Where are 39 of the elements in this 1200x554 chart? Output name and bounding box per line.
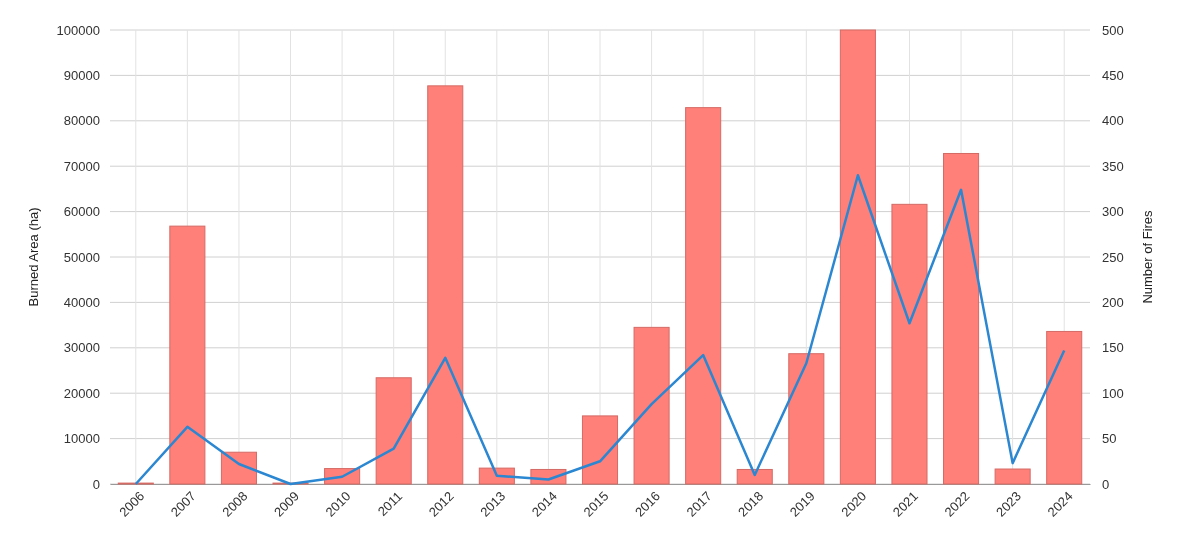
y2-tick-label: 450 bbox=[1102, 68, 1124, 84]
bar bbox=[220, 451, 257, 485]
bar bbox=[685, 107, 722, 485]
y-tick-label: 30000 bbox=[63, 340, 100, 356]
y2-tick-label: 150 bbox=[1102, 340, 1124, 356]
y-tick-label: 70000 bbox=[63, 158, 100, 174]
y-tick-label: 50000 bbox=[63, 249, 100, 265]
y2-tick-label: 0 bbox=[1102, 476, 1110, 492]
bar bbox=[736, 468, 773, 485]
y2-tick-label: 250 bbox=[1102, 249, 1124, 265]
y2-tick-label: 50 bbox=[1102, 431, 1117, 447]
y-tick-label: 60000 bbox=[63, 204, 100, 220]
bar bbox=[633, 326, 670, 485]
y2-tick-label: 300 bbox=[1102, 204, 1124, 220]
y2-tick-label: 350 bbox=[1102, 158, 1124, 174]
y-tick-label: 20000 bbox=[63, 385, 100, 401]
y2-tick-label: 400 bbox=[1102, 113, 1124, 129]
y2-axis-title: Number of Fires bbox=[1140, 209, 1155, 304]
bar bbox=[427, 85, 464, 485]
bar bbox=[788, 353, 825, 485]
bar bbox=[891, 203, 928, 485]
bar bbox=[943, 152, 980, 485]
y-tick-label: 100000 bbox=[56, 22, 100, 38]
bar bbox=[839, 29, 876, 485]
bar bbox=[169, 225, 206, 485]
bar bbox=[994, 468, 1031, 485]
line-series bbox=[134, 174, 1066, 486]
bar bbox=[581, 415, 619, 485]
y-axis-title: Burned Area (ha) bbox=[26, 207, 41, 307]
bar bbox=[375, 377, 412, 485]
y-tick-label: 40000 bbox=[63, 295, 100, 311]
y2-tick-label: 100 bbox=[1102, 385, 1124, 401]
y-tick-label: 10000 bbox=[63, 431, 100, 447]
y-tick-label: 80000 bbox=[63, 113, 100, 129]
y-tick-label: 0 bbox=[92, 476, 100, 492]
bar bbox=[1046, 330, 1083, 485]
y2-tick-label: 500 bbox=[1102, 22, 1124, 38]
y-tick-label: 90000 bbox=[63, 68, 100, 84]
y2-tick-label: 200 bbox=[1102, 295, 1124, 311]
